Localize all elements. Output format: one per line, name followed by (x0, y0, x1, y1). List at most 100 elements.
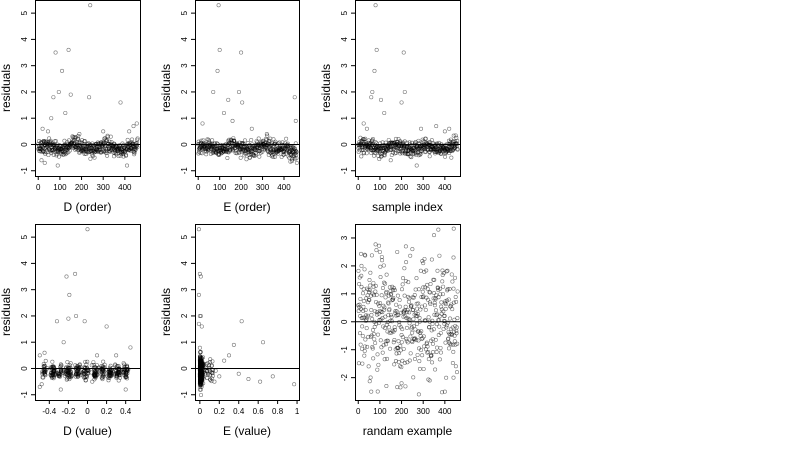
scatter-point (368, 283, 373, 288)
scatter-point (450, 361, 455, 366)
scatter-point (227, 353, 232, 358)
scatter-point (358, 296, 363, 301)
scatter-point (399, 340, 404, 345)
scatter-point (85, 227, 90, 232)
scatter-point (376, 301, 381, 306)
scatter-point (272, 154, 277, 159)
scatter-point (129, 137, 134, 142)
scatter-point (425, 282, 430, 287)
scatter-point (455, 138, 460, 143)
scatter-point (380, 258, 385, 263)
y-tick-label: 4 (20, 37, 29, 42)
scatter-point (65, 376, 70, 381)
y-tick-label: -1 (20, 391, 29, 399)
scatter-point (454, 331, 459, 336)
scatter-point (72, 140, 77, 145)
scatter-point (451, 286, 456, 291)
scatter-point (433, 297, 438, 302)
scatter-point (361, 121, 366, 126)
y-tick-label: 3 (340, 235, 349, 240)
scatter-point (82, 375, 87, 380)
scatter-point (393, 327, 398, 332)
y-tick-label: 2 (20, 313, 29, 318)
scatter-point (411, 375, 416, 380)
scatter-point (90, 379, 95, 384)
scatter-point (216, 3, 221, 8)
scatter-point (451, 133, 456, 138)
scatter-point (398, 385, 403, 390)
scatter-point (437, 253, 442, 258)
scatter-point (210, 359, 215, 364)
x-tick-label: -0.2 (62, 407, 76, 416)
scatter-point (370, 136, 375, 141)
scatter-point (446, 336, 451, 341)
scatter-point (198, 359, 203, 364)
scatter-point (382, 357, 387, 362)
scatter-point (449, 155, 454, 160)
scatter-point (378, 264, 383, 269)
scatter-point (435, 345, 440, 350)
scatter-point (294, 160, 299, 165)
scatter-point (51, 365, 56, 370)
scatter-point (391, 340, 396, 345)
scatter-point (428, 282, 433, 287)
scatter-panel-2: 0 100 200 300 400 -1 0 1 2 3 4 5 E (order) residuals (159, 0, 300, 214)
scatter-point (392, 288, 397, 293)
scatter-point (49, 366, 54, 371)
y-tick-label: -2 (340, 374, 349, 382)
y-tick-label: 3 (180, 287, 189, 292)
scatter-point (120, 146, 125, 151)
scatter-point (386, 301, 391, 306)
scatter-point (63, 142, 68, 147)
scatter-point (450, 307, 455, 312)
scatter-point (362, 267, 367, 272)
scatter-point (208, 357, 213, 362)
scatter-point (427, 324, 432, 329)
scatter-point (432, 300, 437, 305)
scatter-point (273, 139, 278, 144)
scatter-point (406, 299, 411, 304)
scatter-point (359, 273, 364, 278)
scatter-point (107, 149, 112, 154)
scatter-point (371, 284, 376, 289)
x-axis-label: E (order) (223, 200, 270, 214)
scatter-point (371, 331, 376, 336)
scatter-point (380, 286, 385, 291)
scatter-point (107, 373, 112, 378)
scatter-point (372, 337, 377, 342)
scatter-point (433, 337, 438, 342)
x-tick-label: 0 (85, 407, 90, 416)
y-tick-label: 2 (340, 263, 349, 268)
scatter-point (240, 100, 245, 105)
scatter-point (42, 160, 47, 165)
scatter-point (402, 293, 407, 298)
x-tick-label: 0 (356, 183, 361, 192)
scatter-point (375, 389, 380, 394)
scatter-point (363, 253, 368, 258)
scatter-point (408, 351, 413, 356)
y-tick-label: 4 (180, 261, 189, 266)
scatter-point (77, 141, 82, 146)
scatter-point (43, 358, 48, 363)
scatter-point (117, 375, 122, 380)
scatter-point (55, 163, 60, 168)
scatter-point (416, 301, 421, 306)
scatter-point (83, 359, 88, 364)
y-tick-label: 3 (180, 63, 189, 68)
scatter-point (373, 289, 378, 294)
scatter-point (104, 324, 109, 329)
scatter-point (443, 154, 448, 159)
scatter-point (361, 291, 366, 296)
y-axis-label: residuals (0, 64, 13, 112)
scatter-point (370, 328, 375, 333)
scatter-point (434, 350, 439, 355)
scatter-point (246, 376, 251, 381)
scatter-point (95, 353, 100, 358)
scatter-point (429, 257, 434, 262)
scatter-point (414, 338, 419, 343)
scatter-point (415, 306, 420, 311)
scatter-point (51, 95, 56, 100)
x-tick-label: 0 (36, 183, 41, 192)
scatter-point (423, 150, 428, 155)
